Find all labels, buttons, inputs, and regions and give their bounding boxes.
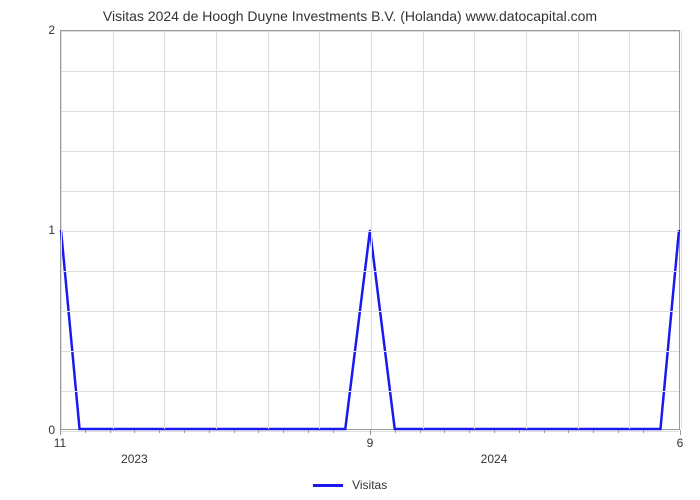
chart-title: Visitas 2024 de Hoogh Duyne Investments …	[0, 8, 700, 24]
y-tick-label: 0	[48, 423, 55, 437]
x-year-label: 2024	[481, 452, 508, 466]
chart-container: Visitas 2024 de Hoogh Duyne Investments …	[0, 0, 700, 500]
plot-area	[60, 30, 680, 430]
legend-label: Visitas	[352, 478, 387, 492]
x-tick-label: 6	[677, 436, 684, 450]
legend-swatch	[313, 484, 343, 487]
x-year-label: 2023	[121, 452, 148, 466]
legend: Visitas	[0, 478, 700, 492]
x-tick-label: 9	[367, 436, 374, 450]
x-tick-label: 11	[54, 436, 66, 450]
line-chart-svg	[61, 31, 679, 429]
y-tick-label: 2	[48, 23, 55, 37]
data-line	[61, 230, 679, 429]
y-tick-label: 1	[48, 223, 55, 237]
